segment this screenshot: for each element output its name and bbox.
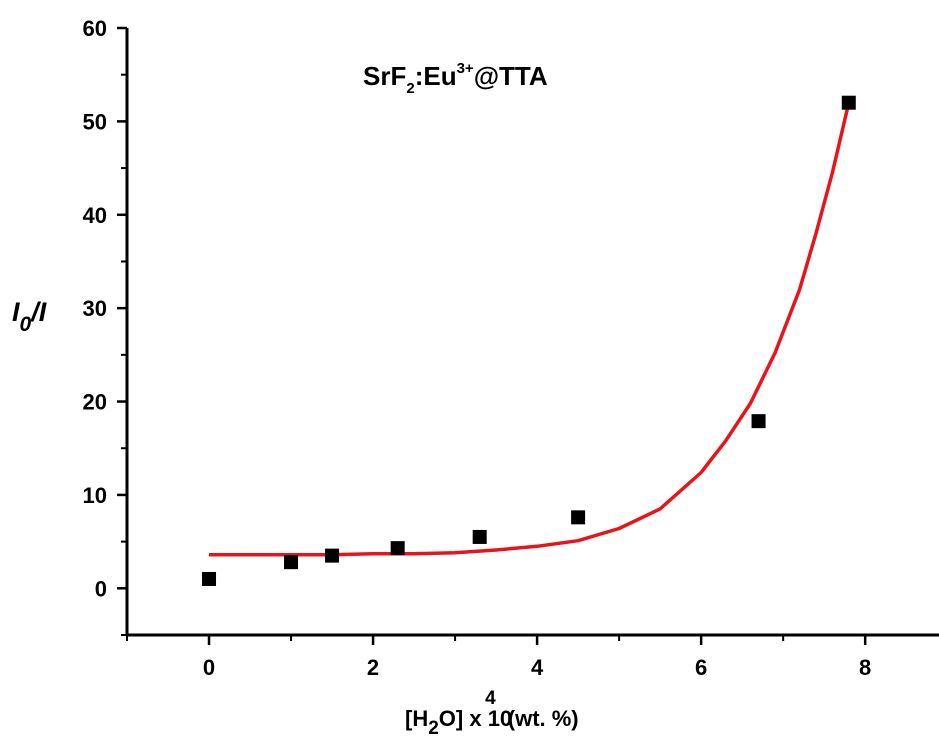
data-point bbox=[472, 529, 487, 544]
x-tick-label: 0 bbox=[203, 655, 215, 680]
data-point bbox=[841, 95, 856, 110]
y-tick-label: 10 bbox=[83, 483, 107, 508]
y-tick-label: 60 bbox=[83, 16, 107, 41]
y-tick-label: 20 bbox=[83, 390, 107, 415]
data-point bbox=[751, 414, 766, 429]
y-tick-label: 30 bbox=[83, 296, 107, 321]
axes-group bbox=[117, 26, 939, 645]
y-tick-label: 50 bbox=[83, 109, 107, 134]
chart-annotation: SrF2:Eu3+@TTA bbox=[363, 60, 548, 97]
y-axis-label: I0/I bbox=[12, 297, 47, 336]
x-tick-label: 4 bbox=[531, 655, 544, 680]
data-point bbox=[325, 548, 340, 563]
y-tick-label: 40 bbox=[83, 203, 107, 228]
fit-curve-line bbox=[209, 102, 851, 557]
fit-curve-group bbox=[209, 102, 851, 557]
data-point bbox=[390, 541, 405, 556]
data-point bbox=[284, 555, 299, 570]
tick-labels-group: 0 2 4 6 8 0 10 20 30 40 50 60 bbox=[83, 16, 872, 680]
x-tick-label: 6 bbox=[695, 655, 707, 680]
data-point bbox=[202, 571, 217, 586]
data-points-group bbox=[202, 95, 856, 586]
data-point bbox=[571, 510, 586, 525]
x-tick-label: 8 bbox=[859, 655, 871, 680]
x-tick-label: 2 bbox=[367, 655, 379, 680]
y-tick-label: 0 bbox=[95, 576, 107, 601]
x-axis-label: [H2O] x 104(wt. %) bbox=[405, 688, 579, 738]
